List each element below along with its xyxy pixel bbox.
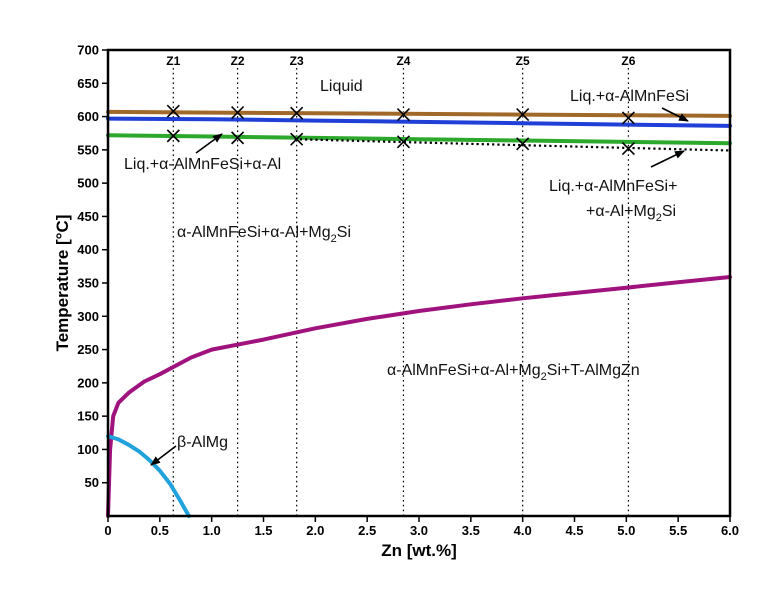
x-tick-label: 4.5 (565, 523, 583, 538)
sample-marker-z3 (290, 132, 304, 146)
label-t-part1: α-AlMnFeSi+α-Al+Mg (387, 362, 541, 379)
alpha-al-line (106, 116, 732, 128)
label-line2-part2: Si (662, 203, 676, 220)
sample-marker-z5 (516, 108, 530, 122)
sample-marker-z5 (516, 137, 530, 151)
sample-marker-z4 (396, 108, 411, 122)
series-layer (106, 109, 732, 518)
x-tick-label: 1.5 (254, 523, 272, 538)
x-tick-label: 1.0 (203, 523, 221, 538)
label-liq-alpha-al-mg2si-line1: Liq.+α-AlMnFeSi+ (549, 178, 677, 195)
t-almgzn-solvus (106, 275, 732, 518)
y-tick-label: 600 (77, 109, 99, 124)
y-tick-label: 150 (77, 409, 99, 424)
mg2si-line (106, 133, 732, 146)
y-tick-label: 700 (77, 43, 99, 58)
label-t-sub: 2 (541, 371, 547, 383)
sample-marker-z3 (290, 106, 304, 120)
sample-marker-z6 (621, 111, 635, 125)
arrow-liq-alpha (661, 107, 689, 122)
y-tick-label: 500 (77, 176, 99, 191)
x-tick-label: 2.0 (306, 523, 324, 538)
label-line2-sub: 2 (656, 212, 662, 224)
sample-label-z3: Z3 (290, 54, 304, 68)
y-tick-label: 450 (77, 209, 99, 224)
y-tick-label: 100 (77, 442, 99, 457)
label-liq-alpha-al: Liq.+α-AlMnFeSi+α-Al (124, 156, 281, 173)
label-mg2si-part1: α-AlMnFeSi+α-Al+Mg (177, 224, 331, 241)
label-solid-t-phase: α-AlMnFeSi+α-Al+Mg2Si+T-AlMgZn (387, 362, 640, 383)
sample-marker-z2 (231, 106, 245, 120)
sample-label-z1: Z1 (166, 54, 180, 68)
axis-ticks-layer: 0 0.5 1.0 1.5 2.0 2.5 3.0 3.5 4.0 4.5 5.0 5.5 6.0 50 1… (77, 43, 739, 539)
sample-markers-layer (166, 104, 635, 156)
sample-marker-z1 (166, 104, 180, 118)
sample-label-z2: Z2 (231, 54, 245, 68)
x-tick-label: 2.5 (358, 523, 376, 538)
beta-almg-solvus (106, 434, 191, 518)
y-tick-label: 350 (77, 276, 99, 291)
x-tick-label: 4.0 (514, 523, 532, 538)
y-tick-label: 200 (77, 375, 99, 390)
y-tick-label: 50 (85, 475, 99, 490)
y-tick-label: 400 (77, 242, 99, 257)
sample-marker-z1 (166, 129, 180, 143)
x-axis-title: Zn [wt.%] (381, 541, 457, 560)
y-tick-label: 550 (77, 142, 99, 157)
label-mg2si-sub: 2 (331, 233, 337, 245)
sample-marker-z4 (396, 135, 411, 149)
y-axis-title: Temperature [°C] (53, 215, 72, 352)
y-tick-label: 650 (77, 76, 99, 91)
x-tick-label: 3.5 (462, 523, 480, 538)
arrow-liq-alpha-al-mg2si (650, 150, 685, 168)
label-line2-part1: +α-Al+Mg (586, 203, 656, 220)
x-tick-label: 6.0 (721, 523, 739, 538)
sample-marker-z2 (231, 131, 245, 145)
sample-label-z5: Z5 (516, 54, 530, 68)
sample-label-z6: Z6 (621, 54, 635, 68)
label-liq-alpha-al-mg2si-line2: +α-Al+Mg2Si (586, 203, 676, 224)
x-tick-label: 5.5 (669, 523, 687, 538)
arrow-beta-almg (150, 445, 177, 466)
x-tick-label: 0 (104, 523, 111, 538)
label-solid-mg2si: α-AlMnFeSi+α-Al+Mg2Si (177, 224, 351, 245)
sample-marker-z6 (621, 141, 635, 156)
sample-label-z4: Z4 (396, 54, 410, 68)
arrow-liq-alpha-al (195, 133, 223, 154)
sample-lines-layer: Z1 Z2 Z3 Z4 Z5 Z6 (166, 54, 636, 516)
x-tick-label: 0.5 (151, 523, 169, 538)
liquidus-line (106, 109, 732, 118)
x-tick-label: 3.0 (410, 523, 428, 538)
y-tick-label: 250 (77, 342, 99, 357)
label-liquid: Liquid (320, 78, 363, 95)
label-t-part2: Si+T-AlMgZn (547, 362, 640, 379)
label-beta-almg: β-AlMg (177, 434, 228, 451)
label-mg2si-part2: Si (337, 224, 351, 241)
label-liq-alpha: Liq.+α-AlMnFeSi (570, 88, 689, 105)
x-tick-label: 5.0 (617, 523, 635, 538)
y-tick-label: 300 (77, 309, 99, 324)
